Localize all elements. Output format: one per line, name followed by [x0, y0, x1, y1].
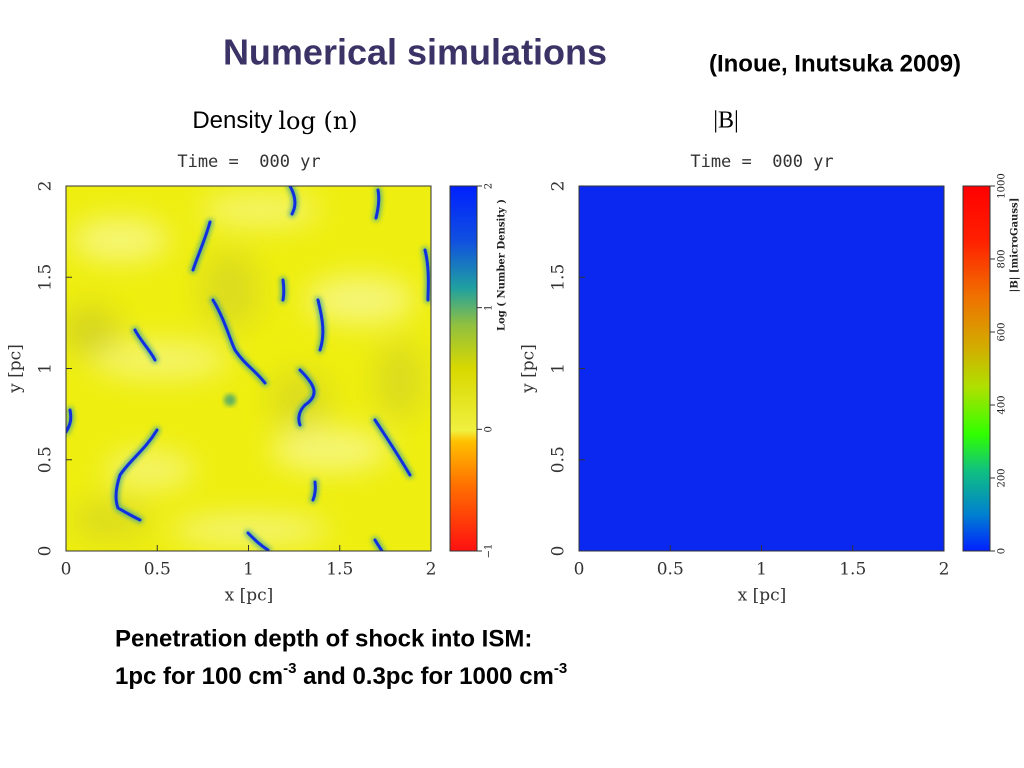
x-tick-label: 1 — [756, 560, 767, 580]
y-tick-label: 0.5 — [36, 446, 56, 473]
x-tick-label: 0.5 — [144, 560, 171, 580]
x-tick-label: 1.5 — [839, 560, 866, 580]
x-tick-label: 2 — [939, 560, 950, 580]
density-map — [66, 186, 431, 551]
y-tick-label: 2 — [36, 181, 56, 192]
y-tick-label: 1 — [549, 363, 569, 374]
y-tick-label: 1 — [36, 363, 56, 374]
caption-part: 1pc for 100 cm — [115, 663, 283, 690]
colorbar-tick-label: 1000 — [997, 173, 1008, 198]
slide-title: Numerical simulations — [223, 32, 607, 73]
colorbar-tick-label: 2 — [484, 183, 495, 189]
citation: (Inoue, Inutsuka 2009) — [709, 50, 961, 77]
x-tick-label: 0 — [61, 560, 72, 580]
x-tick-label: 0.5 — [657, 560, 684, 580]
y-axis-label: y [pc] — [519, 344, 539, 394]
colorbar-tick-label: 0 — [997, 548, 1008, 554]
caption-line: Penetration depth of shock into ISM: — [115, 625, 532, 652]
caption-superscript: -3 — [283, 660, 296, 677]
colorbar-label: |B| [microGauss] — [1010, 198, 1021, 293]
caption-line: 1pc for 100 cm-3 and 0.3pc for 1000 cm-3 — [115, 660, 567, 690]
colorbar-tick-label: 200 — [997, 468, 1008, 487]
x-tick-label: 0 — [574, 560, 585, 580]
y-tick-label: 1.5 — [36, 264, 56, 291]
colorbar-tick-label: 400 — [997, 395, 1008, 414]
y-axis-label: y [pc] — [6, 344, 26, 394]
y-tick-label: 2 — [549, 181, 569, 192]
colorbar-tick-label: 0 — [484, 426, 495, 432]
colorbar — [449, 185, 478, 552]
bfield-map — [579, 186, 944, 551]
colorbar-tick-label: 800 — [997, 249, 1008, 268]
panel-heading: |B| — [713, 108, 739, 134]
y-tick-label: 0.5 — [549, 446, 569, 473]
caption-superscript: -3 — [554, 660, 567, 677]
x-axis-label: x [pc] — [738, 586, 787, 606]
time-label: Time = 000 yr — [690, 152, 833, 172]
y-tick-label: 0 — [36, 546, 56, 557]
heading-math: log (n) — [278, 107, 357, 135]
colorbar-tick-label: −1 — [484, 544, 495, 559]
time-label: Time = 000 yr — [177, 152, 320, 172]
panel-heading: Density log (n) — [192, 107, 357, 135]
x-axis-label: x [pc] — [225, 586, 274, 606]
x-tick-label: 2 — [426, 560, 437, 580]
colorbar — [962, 185, 991, 552]
y-tick-label: 1.5 — [549, 264, 569, 291]
y-tick-label: 0 — [549, 546, 569, 557]
caption-part: and 0.3pc for 1000 cm — [296, 663, 553, 690]
density-clump — [224, 394, 236, 406]
heading-word: Density — [192, 107, 272, 134]
colorbar-tick-label: 1 — [484, 304, 495, 310]
colorbar-tick-label: 600 — [997, 322, 1008, 341]
x-tick-label: 1 — [243, 560, 254, 580]
x-tick-label: 1.5 — [326, 560, 353, 580]
colorbar-label: Log ( Number Density ) — [497, 199, 508, 331]
